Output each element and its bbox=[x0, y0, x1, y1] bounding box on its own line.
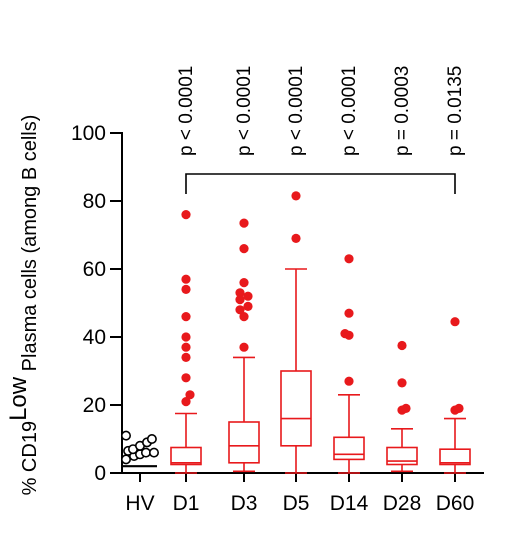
outlier-point bbox=[181, 332, 191, 342]
y-tick-label: 20 bbox=[83, 394, 106, 417]
outlier-point bbox=[401, 403, 411, 413]
outlier-point bbox=[181, 397, 191, 407]
box-group-d1 bbox=[170, 210, 202, 474]
y-axis-label-part-1: % CD19 bbox=[19, 421, 41, 495]
y-tick-label: 100 bbox=[71, 122, 106, 145]
p-value-label: p = 0.0003 bbox=[392, 66, 413, 156]
outlier-point bbox=[239, 312, 249, 322]
y-axis-label-part-2: Plasma cells (among B cells) bbox=[19, 115, 41, 377]
box-group-d28 bbox=[386, 340, 418, 473]
box-iqr bbox=[386, 446, 418, 466]
outlier-point bbox=[181, 312, 191, 322]
axes: 0 20 40 60 80 100 HV D1 D3 D5 D14 D28 D60 bbox=[71, 122, 484, 515]
y-tick-label: 0 bbox=[94, 462, 106, 485]
outlier-point bbox=[235, 305, 245, 315]
outlier-point bbox=[181, 373, 191, 383]
outlier-point bbox=[185, 390, 195, 400]
p-value-label: p < 0.0001 bbox=[176, 66, 197, 156]
outlier-point bbox=[235, 295, 245, 305]
p-value-label: p < 0.0001 bbox=[339, 66, 360, 156]
outlier-point bbox=[340, 329, 350, 339]
control-point bbox=[121, 430, 132, 441]
outlier-point bbox=[239, 218, 249, 228]
y-tick-label: 80 bbox=[83, 190, 106, 213]
outlier-point bbox=[181, 342, 191, 352]
significance-bracket bbox=[185, 173, 456, 194]
p-value-label: p < 0.0001 bbox=[234, 66, 255, 156]
outlier-point bbox=[181, 284, 191, 294]
x-tick-label: D28 bbox=[383, 492, 422, 515]
outlier-point bbox=[450, 317, 460, 327]
y-axis-label: % CD19Low Plasma cells (among B cells) bbox=[5, 115, 41, 496]
x-tick-label: D1 bbox=[173, 492, 200, 515]
box-iqr bbox=[228, 421, 260, 464]
p-value-label: p = 0.0135 bbox=[445, 66, 466, 156]
outlier-point bbox=[291, 233, 301, 243]
outlier-point bbox=[181, 274, 191, 284]
y-tick-label: 60 bbox=[83, 258, 106, 281]
x-tick-label: D60 bbox=[436, 492, 475, 515]
outlier-point bbox=[454, 403, 464, 413]
box-group-d14 bbox=[333, 254, 365, 474]
outlier-point bbox=[239, 278, 249, 288]
plot-area bbox=[121, 191, 471, 474]
box-group-d5 bbox=[280, 191, 312, 474]
y-tick-label: 40 bbox=[83, 326, 106, 349]
outlier-point bbox=[397, 378, 407, 388]
box-iqr bbox=[333, 436, 365, 461]
outlier-point bbox=[397, 340, 407, 351]
y-axis-label-superscript: Low bbox=[5, 376, 32, 421]
outlier-point bbox=[239, 244, 249, 254]
outlier-point bbox=[181, 210, 191, 220]
outlier-point bbox=[291, 191, 301, 201]
x-tick-label: D14 bbox=[330, 492, 369, 515]
box-iqr bbox=[280, 370, 312, 447]
x-tick-label: D5 bbox=[283, 492, 310, 515]
box-iqr bbox=[170, 446, 202, 466]
outlier-point bbox=[181, 352, 191, 362]
outlier-point bbox=[243, 291, 253, 301]
outlier-point bbox=[243, 301, 253, 311]
box-group-d60 bbox=[439, 317, 471, 474]
control-point bbox=[146, 433, 157, 444]
p-value-label: p < 0.0001 bbox=[286, 66, 307, 156]
outlier-point bbox=[344, 308, 354, 318]
x-tick-label: HV bbox=[125, 492, 154, 515]
outlier-point bbox=[235, 288, 245, 298]
outlier-point bbox=[344, 254, 354, 264]
control-point bbox=[121, 454, 132, 465]
x-tick-label: D3 bbox=[231, 492, 258, 515]
outlier-point bbox=[239, 342, 249, 352]
labels: p < 0.0001 p < 0.0001 p < 0.0001 p < 0.0001… bbox=[176, 66, 466, 194]
outlier-point bbox=[344, 376, 354, 386]
box-group-d3 bbox=[228, 218, 260, 473]
box-iqr bbox=[439, 448, 471, 466]
control-point bbox=[149, 447, 160, 458]
